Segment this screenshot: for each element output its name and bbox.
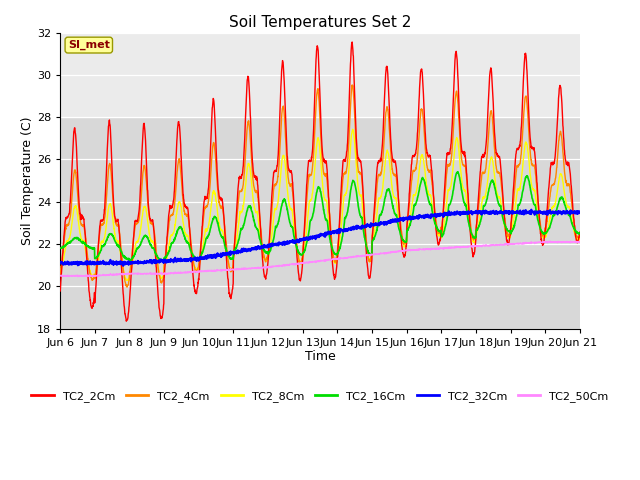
Bar	[60, 117, 580, 329]
Text: SI_met: SI_met	[68, 40, 109, 50]
X-axis label: Time: Time	[305, 350, 335, 363]
Title: Soil Temperatures Set 2: Soil Temperatures Set 2	[229, 15, 411, 30]
Bar	[60, 33, 580, 117]
Legend: TC2_2Cm, TC2_4Cm, TC2_8Cm, TC2_16Cm, TC2_32Cm, TC2_50Cm: TC2_2Cm, TC2_4Cm, TC2_8Cm, TC2_16Cm, TC2…	[27, 386, 613, 406]
Y-axis label: Soil Temperature (C): Soil Temperature (C)	[21, 116, 34, 245]
